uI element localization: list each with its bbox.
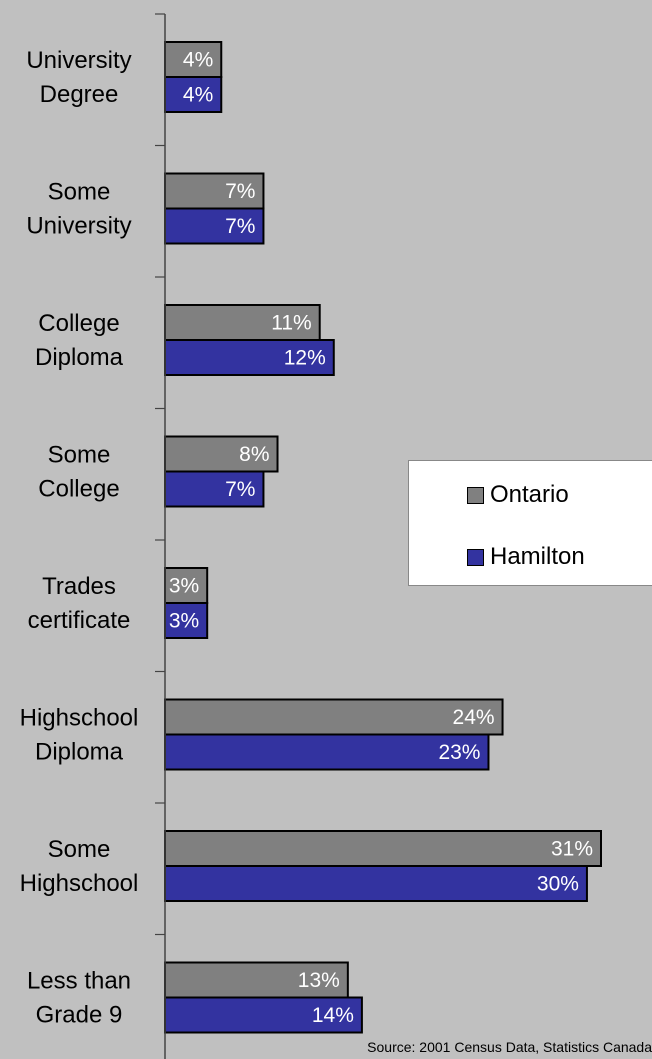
category-label-4-line-0: Trades xyxy=(42,573,116,600)
legend-label-hamilton: Hamilton xyxy=(490,543,585,570)
legend-item-hamilton: Hamilton xyxy=(467,543,585,571)
category-label-6-line-0: Some xyxy=(48,836,111,863)
bar-ontario-3 xyxy=(164,435,279,473)
category-label-6-line-1: Highschool xyxy=(20,870,139,897)
bar-hamilton-4 xyxy=(164,602,209,639)
category-label-3-line-1: College xyxy=(38,476,119,503)
bar-hamilton-6 xyxy=(164,865,588,902)
data-label-ontario-0: 4% xyxy=(183,49,213,72)
data-label-ontario-7: 13% xyxy=(298,969,340,992)
legend: Ontario Hamilton xyxy=(408,460,652,586)
data-label-hamilton-7: 14% xyxy=(312,1004,354,1027)
category-label-7-line-0: Less than xyxy=(27,968,131,995)
data-label-hamilton-6: 30% xyxy=(537,873,579,896)
bar-hamilton-1 xyxy=(164,207,265,245)
data-label-hamilton-2: 12% xyxy=(284,347,326,370)
category-label-7-line-1: Grade 9 xyxy=(36,1002,123,1029)
data-label-hamilton-3: 7% xyxy=(225,478,255,501)
category-label-1-line-0: Some xyxy=(48,179,111,206)
category-label-1-line-1: University xyxy=(26,213,131,240)
legend-swatch-ontario xyxy=(467,486,484,504)
data-label-ontario-6: 31% xyxy=(551,838,593,861)
data-label-hamilton-1: 7% xyxy=(225,215,255,238)
category-label-3-line-0: Some xyxy=(48,442,111,469)
category-label-2-line-0: College xyxy=(38,310,119,337)
data-label-ontario-3: 8% xyxy=(239,443,269,466)
data-label-hamilton-4: 3% xyxy=(169,610,199,633)
bar-hamilton-2 xyxy=(164,339,335,376)
category-label-2-line-1: Diploma xyxy=(35,344,124,371)
data-label-ontario-1: 7% xyxy=(225,180,255,203)
data-label-ontario-4: 3% xyxy=(169,575,199,598)
bar-ontario-7 xyxy=(164,961,349,999)
category-label-5-line-0: Highschool xyxy=(20,705,139,732)
category-label-5-line-1: Diploma xyxy=(35,739,124,766)
legend-label-ontario: Ontario xyxy=(490,481,569,508)
data-label-ontario-5: 24% xyxy=(453,706,495,729)
source-note: Source: 2001 Census Data, Statistics Can… xyxy=(367,1039,652,1055)
bar-ontario-2 xyxy=(164,304,321,341)
legend-swatch-hamilton xyxy=(467,548,484,566)
data-label-ontario-2: 11% xyxy=(271,312,311,335)
data-label-hamilton-0: 4% xyxy=(183,84,213,107)
category-label-4-line-1: certificate xyxy=(28,607,131,634)
bar-hamilton-5 xyxy=(164,733,490,771)
category-label-0-line-0: University xyxy=(26,47,131,74)
bar-ontario-6 xyxy=(164,830,602,867)
legend-item-ontario: Ontario xyxy=(467,481,569,509)
bar-hamilton-0 xyxy=(164,76,223,113)
category-label-0-line-1: Degree xyxy=(40,81,119,108)
data-label-hamilton-5: 23% xyxy=(438,741,480,764)
